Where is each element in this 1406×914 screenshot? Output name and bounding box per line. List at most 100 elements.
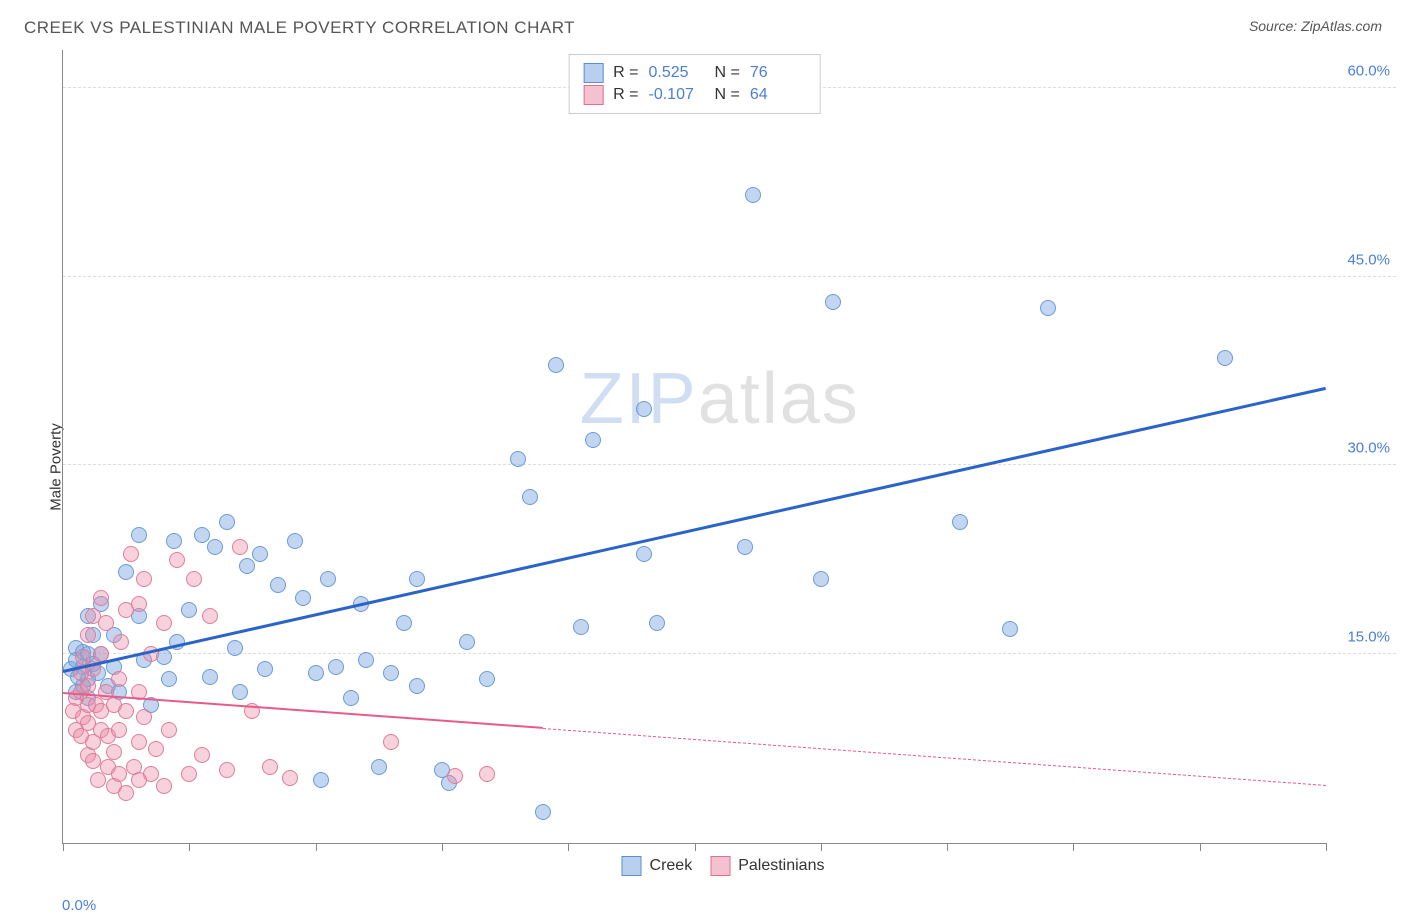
- data-point: [161, 671, 177, 687]
- data-point: [313, 772, 329, 788]
- trend-line: [543, 728, 1326, 786]
- data-point: [156, 615, 172, 631]
- x-axis-min-label: 0.0%: [62, 897, 96, 914]
- x-tick: [189, 843, 190, 851]
- x-tick: [63, 843, 64, 851]
- data-point: [232, 539, 248, 555]
- data-point: [207, 539, 223, 555]
- y-tick-label: 60.0%: [1347, 62, 1390, 79]
- r-value: -0.107: [649, 86, 705, 104]
- n-label: N =: [715, 86, 740, 104]
- data-point: [136, 571, 152, 587]
- data-point: [161, 722, 177, 738]
- data-point: [98, 615, 114, 631]
- series-legend: Creek Palestinians: [622, 856, 825, 876]
- data-point: [447, 768, 463, 784]
- legend-label: Creek: [650, 857, 693, 875]
- data-point: [111, 671, 127, 687]
- y-tick-label: 30.0%: [1347, 440, 1390, 457]
- data-point: [308, 665, 324, 681]
- x-tick: [568, 843, 569, 851]
- trend-line: [63, 692, 543, 729]
- data-point: [239, 558, 255, 574]
- data-point: [106, 744, 122, 760]
- data-point: [136, 709, 152, 725]
- data-point: [232, 684, 248, 700]
- data-point: [636, 546, 652, 562]
- legend-label: Palestinians: [738, 857, 824, 875]
- r-value: 0.525: [649, 64, 705, 82]
- data-point: [93, 590, 109, 606]
- data-point: [194, 527, 210, 543]
- r-label: R =: [613, 64, 638, 82]
- x-tick: [821, 843, 822, 851]
- data-point: [548, 357, 564, 373]
- legend-swatch: [710, 856, 730, 876]
- data-point: [745, 187, 761, 203]
- trend-line: [63, 387, 1327, 673]
- data-point: [166, 533, 182, 549]
- data-point: [320, 571, 336, 587]
- data-point: [111, 766, 127, 782]
- data-point: [169, 552, 185, 568]
- gridline: [63, 653, 1396, 654]
- watermark: ZIPatlas: [580, 358, 860, 440]
- chart-title: CREEK VS PALESTINIAN MALE POVERTY CORREL…: [24, 18, 575, 38]
- data-point: [227, 640, 243, 656]
- y-tick-label: 15.0%: [1347, 629, 1390, 646]
- data-point: [131, 734, 147, 750]
- x-tick: [695, 843, 696, 851]
- data-point: [737, 539, 753, 555]
- legend-row: R = 0.525 N = 76: [583, 63, 806, 83]
- data-point: [343, 690, 359, 706]
- x-tick: [1073, 843, 1074, 851]
- legend-item: Palestinians: [710, 856, 824, 876]
- data-point: [282, 770, 298, 786]
- data-point: [181, 766, 197, 782]
- gridline: [63, 276, 1396, 277]
- data-point: [522, 489, 538, 505]
- n-label: N =: [715, 64, 740, 82]
- data-point: [813, 571, 829, 587]
- legend-swatch: [583, 85, 603, 105]
- data-point: [257, 661, 273, 677]
- data-point: [219, 762, 235, 778]
- chart-container: Male Poverty ZIPatlas R =0.525N =76R =-0…: [50, 50, 1396, 884]
- data-point: [219, 514, 235, 530]
- x-tick: [316, 843, 317, 851]
- data-point: [1002, 621, 1018, 637]
- data-point: [1217, 350, 1233, 366]
- data-point: [409, 678, 425, 694]
- data-point: [1040, 300, 1056, 316]
- correlation-legend: R =0.525N =76R =-0.107N =64: [568, 54, 821, 114]
- gridline: [63, 464, 1396, 465]
- data-point: [80, 678, 96, 694]
- data-point: [479, 671, 495, 687]
- data-point: [383, 734, 399, 750]
- data-point: [396, 615, 412, 631]
- x-tick: [1200, 843, 1201, 851]
- source-attribution: Source: ZipAtlas.com: [1249, 18, 1382, 34]
- data-point: [118, 703, 134, 719]
- data-point: [123, 546, 139, 562]
- data-point: [358, 652, 374, 668]
- legend-swatch: [583, 63, 603, 83]
- data-point: [131, 527, 147, 543]
- data-point: [585, 432, 601, 448]
- x-tick: [442, 843, 443, 851]
- n-value: 76: [750, 64, 806, 82]
- data-point: [80, 627, 96, 643]
- data-point: [113, 634, 129, 650]
- data-point: [287, 533, 303, 549]
- data-point: [371, 759, 387, 775]
- data-point: [649, 615, 665, 631]
- data-point: [409, 571, 425, 587]
- data-point: [252, 546, 268, 562]
- data-point: [535, 804, 551, 820]
- data-point: [328, 659, 344, 675]
- data-point: [131, 596, 147, 612]
- x-tick: [1326, 843, 1327, 851]
- legend-item: Creek: [622, 856, 693, 876]
- x-tick: [947, 843, 948, 851]
- y-tick-label: 45.0%: [1347, 251, 1390, 268]
